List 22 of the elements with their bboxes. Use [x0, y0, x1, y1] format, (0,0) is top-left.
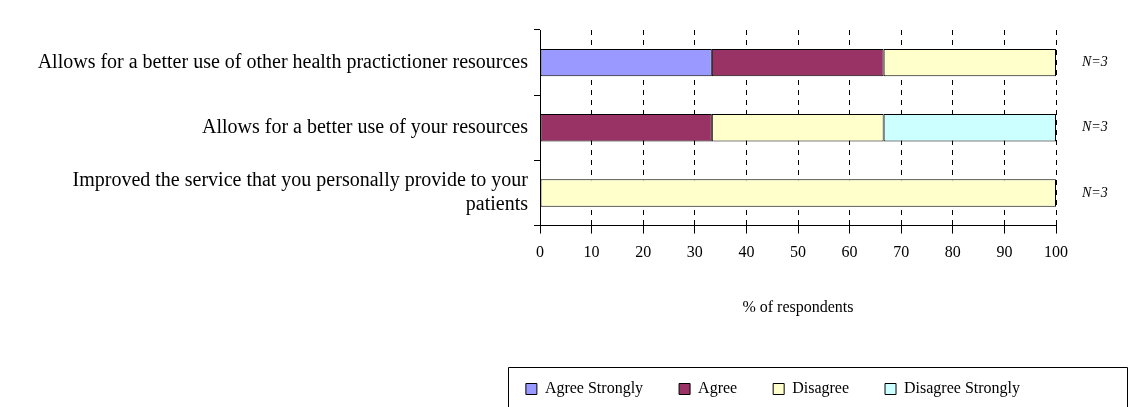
x-tick-label: 10 [583, 243, 600, 261]
text: N=3 [1081, 119, 1108, 135]
text: N=3 [1081, 184, 1108, 200]
x-tick-label: 20 [635, 243, 652, 261]
legend-label: Disagree Strongly [904, 379, 1021, 398]
x-tick-label: 90 [996, 243, 1013, 261]
x-tick-label: 60 [841, 243, 858, 261]
y-tick-label: Improved the service that you personally provide to your patients [72, 168, 529, 216]
y-tick-label: Allows for a better use of your resources [201, 115, 529, 139]
x-tick-label: 40 [738, 243, 755, 261]
text: N=3 [1081, 54, 1108, 70]
y-tick-label: Allows for a better use of other health practictioner resources [37, 49, 529, 73]
x-tick-label: 30 [686, 243, 703, 261]
legend-label: Agree [698, 379, 738, 398]
x-axis-title: % of respondents [742, 297, 854, 316]
legend-label: Agree Strongly [544, 379, 644, 398]
legend-label: Disagree [792, 379, 850, 398]
x-tick-label: 80 [944, 243, 961, 261]
x-tick-label: 100 [1044, 243, 1068, 261]
x-tick-label: 0 [536, 243, 544, 261]
x-tick-label: 70 [893, 243, 910, 261]
x-tick-label: 50 [790, 243, 806, 261]
